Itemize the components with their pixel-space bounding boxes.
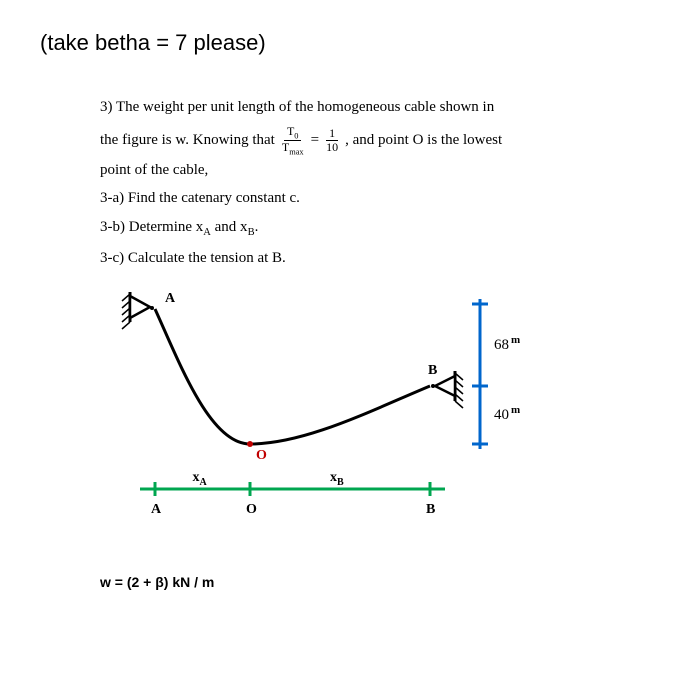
svg-text:68m: 68m (494, 334, 520, 353)
svg-text:B: B (428, 363, 437, 378)
svg-text:O: O (256, 448, 267, 463)
ratio-right: 1 10 (323, 127, 341, 154)
svg-text:xB: xB (330, 470, 344, 488)
problem-line-2: the figure is w. Knowing that T0 Tmax = … (100, 125, 620, 157)
ratio-eq: = (311, 129, 319, 152)
svg-text:B: B (426, 502, 435, 517)
svg-text:xA: xA (193, 470, 208, 488)
svg-text:A: A (165, 291, 176, 306)
svg-text:A: A (151, 502, 162, 517)
problem-text: 3) The weight per unit length of the hom… (40, 96, 660, 269)
svg-text:40m: 40m (494, 404, 520, 423)
figure-svg: A B O A O BxA xB 68m 40m (100, 289, 560, 549)
figure: A B O A O BxA xB 68m 40m (40, 289, 660, 549)
line2-post: , and point O is the lowest (345, 129, 502, 152)
question-c: 3-c) Calculate the tension at B. (100, 247, 620, 270)
formula: w = (2 + β) kN / m (40, 574, 660, 590)
question-a: 3-a) Find the catenary constant c. (100, 187, 620, 210)
problem-line-3: point of the cable, (100, 159, 620, 182)
header-note: (take betha = 7 please) (40, 30, 660, 56)
question-b: 3-b) Determine xA and xB. (100, 216, 620, 241)
svg-text:O: O (246, 502, 257, 517)
line2-pre: the figure is w. Knowing that (100, 129, 275, 152)
problem-line-1: 3) The weight per unit length of the hom… (100, 96, 620, 119)
ratio-left: T0 Tmax (279, 125, 307, 157)
